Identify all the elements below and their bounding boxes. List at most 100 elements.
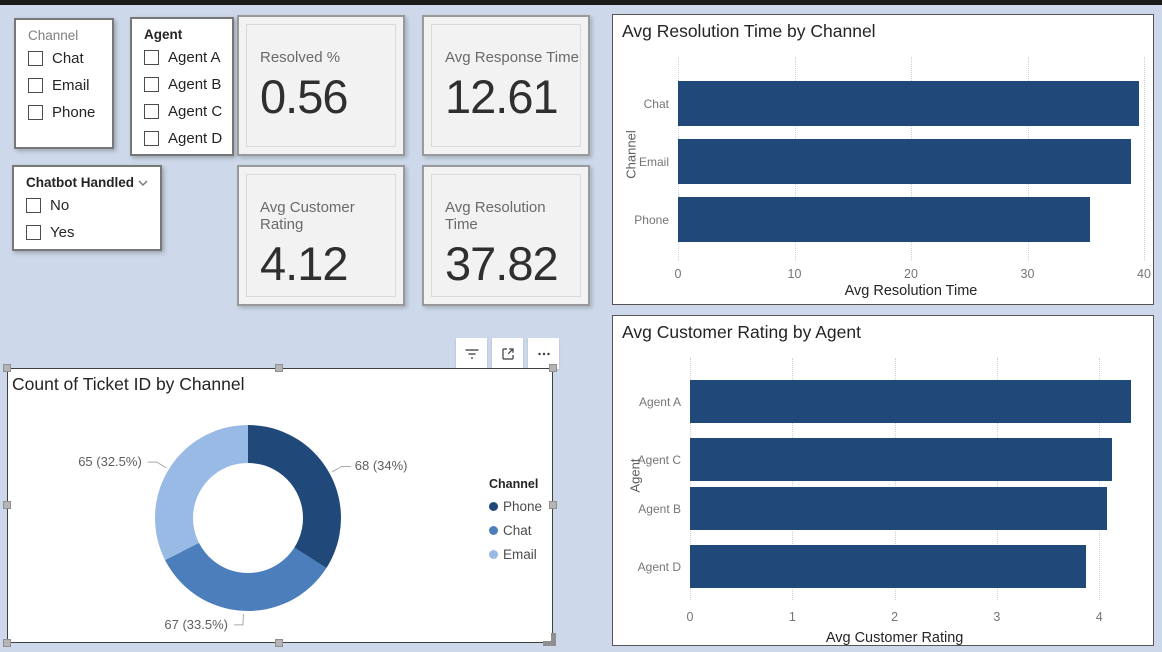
- card-avg-resolution-time-inner: Avg Resolution Time 37.82: [431, 174, 581, 297]
- resize-handle-top-center[interactable]: [275, 364, 283, 372]
- chart-avg-resolution-time-by-channel[interactable]: Avg Resolution Time by Channel 0 10 20 30 40…: [612, 14, 1154, 305]
- bar-agent-b[interactable]: [690, 487, 1108, 530]
- resize-handle-top-right[interactable]: [549, 364, 557, 372]
- leader-line: [147, 461, 167, 469]
- resize-handle-top-left[interactable]: [3, 364, 11, 372]
- card-value: 4.12: [260, 237, 348, 290]
- slicer-item-yes[interactable]: Yes: [26, 224, 150, 241]
- chart-avg-customer-rating-by-agent[interactable]: Avg Customer Rating by Agent 0 1 2 3 4 Agent …: [612, 315, 1154, 646]
- x-axis-title: Avg Resolution Time: [844, 283, 978, 299]
- card-avg-customer-rating[interactable]: Avg Customer Rating 4.12: [237, 165, 405, 306]
- checkbox-unchecked[interactable]: [144, 131, 159, 146]
- chevron-down-icon[interactable]: [136, 176, 150, 190]
- slicer-chatbot-handled[interactable]: Chatbot Handled No Yes: [12, 165, 162, 251]
- legend-bullet: [489, 526, 498, 535]
- legend: Channel Phone Chat Email: [489, 477, 542, 571]
- slicer-channel[interactable]: Channel Chat Email Phone: [14, 18, 114, 149]
- x-tick-label: 1: [788, 610, 796, 624]
- window-top-edge: [0, 0, 1162, 5]
- y-category-label: Chat: [643, 96, 669, 111]
- checkbox-unchecked[interactable]: [144, 50, 159, 65]
- card-avg-response-time-inner: Avg Response Time 12.61: [431, 24, 581, 147]
- slicer-item-phone[interactable]: Phone: [28, 104, 102, 121]
- legend-bullet: [489, 550, 498, 559]
- donut-data-label-phone: 68 (34%): [354, 458, 408, 474]
- legend-item-phone[interactable]: Phone: [489, 499, 542, 514]
- checkbox-unchecked[interactable]: [144, 104, 159, 119]
- card-label: Avg Resolution Time: [445, 199, 546, 233]
- checkbox-unchecked[interactable]: [28, 78, 43, 93]
- card-value: 37.82: [445, 237, 559, 290]
- x-tick-label: 3: [993, 610, 1001, 624]
- bar-agent-d[interactable]: [690, 545, 1086, 588]
- card-label: Resolved %: [260, 49, 341, 66]
- slicer-item-agent-d[interactable]: Agent D: [144, 130, 222, 147]
- legend-label: Phone: [503, 499, 543, 514]
- slicer-item-email[interactable]: Email: [28, 77, 102, 94]
- y-category-label: Email: [638, 154, 669, 169]
- slicer-item-label: Agent D: [168, 130, 223, 147]
- slicer-chatbot-items: No Yes: [26, 197, 150, 241]
- resize-handle-mid-left[interactable]: [3, 501, 11, 509]
- slicer-item-label: Agent B: [168, 76, 222, 93]
- card-resolved-pct[interactable]: Resolved % 0.56: [237, 15, 405, 156]
- resize-handle-bottom-center[interactable]: [275, 639, 283, 647]
- x-tick-label: 0: [674, 267, 682, 281]
- leader-line: [233, 613, 244, 626]
- card-value: 12.61: [445, 70, 559, 123]
- x-tick-label: 30: [1020, 267, 1035, 281]
- donut-data-label-chat: 67 (33.5%): [164, 616, 228, 632]
- y-category-label: Agent B: [638, 501, 681, 516]
- bar-agent-a[interactable]: [690, 380, 1131, 423]
- checkbox-unchecked[interactable]: [26, 225, 41, 240]
- checkbox-unchecked[interactable]: [28, 51, 43, 66]
- slicer-item-chat[interactable]: Chat: [28, 50, 102, 67]
- slicer-item-agent-c[interactable]: Agent C: [144, 103, 222, 120]
- bar-email[interactable]: [678, 139, 1132, 184]
- x-tick-label: 2: [891, 610, 899, 624]
- x-tick-label: 40: [1137, 267, 1151, 281]
- checkbox-unchecked[interactable]: [144, 77, 159, 92]
- slicer-agent-header: Agent: [144, 27, 222, 42]
- x-tick-label: 0: [686, 610, 694, 624]
- slicer-item-label: Phone: [52, 104, 96, 121]
- card-value: 0.56: [260, 70, 348, 123]
- chart-title: Avg Resolution Time by Channel: [622, 21, 876, 41]
- checkbox-unchecked[interactable]: [28, 105, 43, 120]
- slicer-item-agent-b[interactable]: Agent B: [144, 76, 222, 93]
- slicer-item-no[interactable]: No: [26, 197, 150, 214]
- card-avg-resolution-time[interactable]: Avg Resolution Time 37.82: [422, 165, 590, 306]
- card-avg-response-time[interactable]: Avg Response Time 12.61: [422, 15, 590, 156]
- card-avg-customer-rating-inner: Avg Customer Rating 4.12: [246, 174, 396, 297]
- x-axis-title: Avg Customer Rating: [825, 630, 964, 646]
- focus-mode-icon[interactable]: [492, 338, 523, 369]
- bar-agent-c[interactable]: [690, 438, 1113, 481]
- filter-icon[interactable]: [456, 338, 487, 369]
- resize-handle-mid-right[interactable]: [549, 501, 557, 509]
- card-resolved-pct-inner: Resolved % 0.56: [246, 24, 396, 147]
- y-category-label: Agent A: [638, 394, 681, 409]
- slicer-agent[interactable]: Agent Agent A Agent B Agent C Agent D: [130, 17, 234, 156]
- x-tick-label: 20: [904, 267, 918, 281]
- slicer-item-label: Agent C: [168, 103, 223, 120]
- bar-chat[interactable]: [678, 81, 1140, 126]
- bar-phone[interactable]: [678, 197, 1091, 242]
- card-label: Avg Response Time: [445, 49, 579, 66]
- legend-item-chat[interactable]: Chat: [489, 523, 542, 538]
- more-options-icon[interactable]: [528, 338, 559, 369]
- slicer-item-label: Yes: [50, 224, 75, 241]
- resize-handle-bottom-left[interactable]: [3, 639, 11, 647]
- slicer-item-agent-a[interactable]: Agent A: [144, 49, 222, 66]
- card-label: Avg Customer Rating: [260, 199, 355, 233]
- legend-item-email[interactable]: Email: [489, 547, 542, 562]
- slicer-item-label: Chat: [52, 50, 84, 67]
- donut-hole: [193, 463, 303, 573]
- y-axis-title: Agent: [627, 458, 643, 493]
- checkbox-unchecked[interactable]: [26, 198, 41, 213]
- slicer-channel-title: Channel: [28, 28, 79, 43]
- resize-handle-bottom-right[interactable]: [543, 633, 556, 646]
- chart-count-of-ticket-id-by-channel[interactable]: Count of Ticket ID by Channel 68 (34%) 67…: [3, 364, 557, 647]
- legend-label: Email: [503, 547, 537, 562]
- y-axis-title: Channel: [623, 130, 639, 179]
